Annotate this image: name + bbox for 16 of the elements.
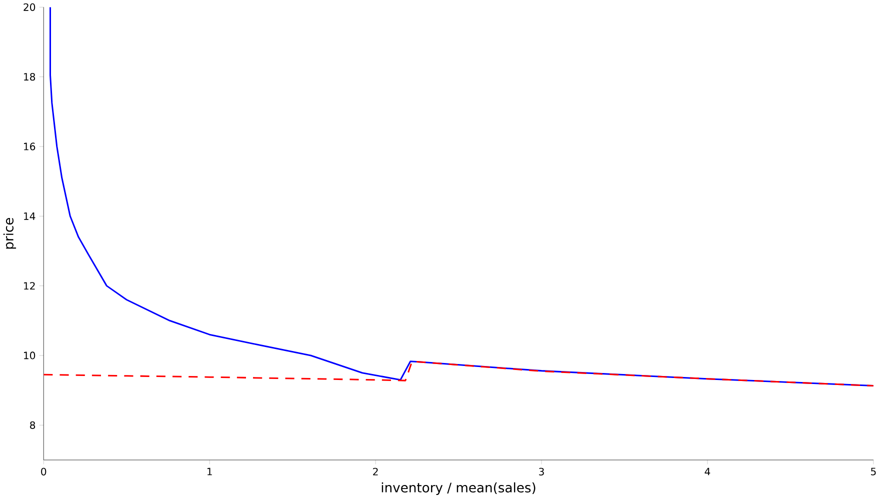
y-tick-label: 12 (24, 282, 35, 290)
y-tick-label: 8 (30, 421, 36, 429)
x-tick-label: 4 (704, 468, 710, 475)
x-tick-label: 1 (207, 468, 212, 475)
line-series (44, 360, 874, 386)
x-axis-title: inventory / mean(sales) (382, 482, 536, 495)
x-tick-label: 2 (373, 468, 378, 476)
y-tick-label: 20 (24, 3, 36, 11)
x-tick-label: 3 (539, 468, 544, 476)
y-tick-label: 16 (24, 142, 36, 150)
x-tick-label: 5 (871, 468, 876, 476)
y-tick-label: 10 (24, 351, 36, 360)
x-tick-label: 0 (41, 468, 46, 476)
y-tick-label: 14 (24, 212, 36, 220)
y-tick-label: 18 (24, 72, 36, 80)
y-axis-title: price (3, 218, 16, 248)
